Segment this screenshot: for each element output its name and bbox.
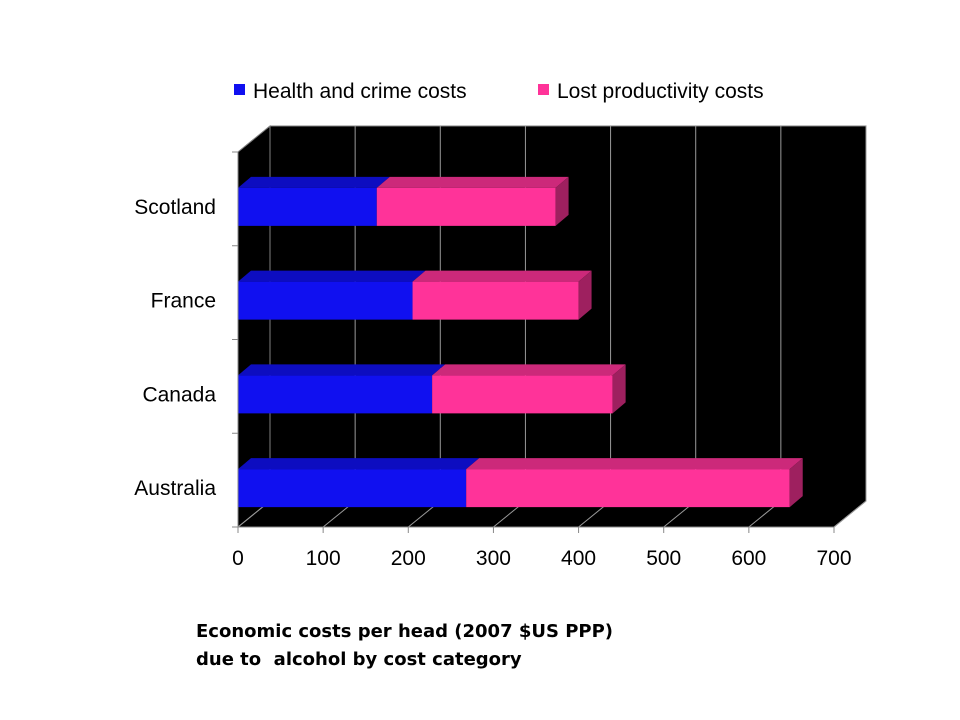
bar-top-lost-productivity-costs-france bbox=[412, 270, 592, 282]
x-tick-label-300: 300 bbox=[476, 547, 511, 570]
bar-top-health-and-crime-costs-scotland bbox=[238, 176, 390, 188]
bar-top-health-and-crime-costs-france bbox=[238, 270, 426, 282]
legend-label-health-and-crime-costs: Health and crime costs bbox=[253, 80, 467, 103]
bar-top-health-and-crime-costs-australia bbox=[238, 458, 480, 470]
bar-side-australia bbox=[789, 458, 803, 508]
floor-gridline bbox=[833, 500, 867, 528]
x-tick-label-700: 700 bbox=[816, 547, 851, 570]
legend: Health and crime costs Lost productivity … bbox=[234, 80, 764, 103]
bar-side-scotland bbox=[555, 176, 569, 226]
bars bbox=[238, 176, 803, 508]
bar-side-canada bbox=[612, 364, 626, 414]
bar-top-health-and-crime-costs-canada bbox=[238, 364, 446, 376]
bar-side-france bbox=[578, 270, 592, 320]
legend-label-lost-productivity-costs: Lost productivity costs bbox=[557, 80, 764, 103]
y-tick-label-australia: Australia bbox=[134, 477, 216, 500]
x-tick-label-200: 200 bbox=[391, 547, 426, 570]
x-tick-label-400: 400 bbox=[561, 547, 596, 570]
bar-lost-productivity-costs-canada bbox=[432, 375, 613, 414]
caption-line-1: Economic costs per head (2007 $US PPP) bbox=[196, 621, 614, 642]
caption-line-2: due to alcohol by cost category bbox=[196, 649, 522, 670]
x-tick-label-0: 0 bbox=[232, 547, 244, 570]
bar-health-and-crime-costs-australia bbox=[238, 469, 467, 508]
bar-health-and-crime-costs-france bbox=[238, 281, 413, 320]
bar-lost-productivity-costs-australia bbox=[466, 469, 790, 508]
y-tick-label-scotland: Scotland bbox=[134, 196, 216, 219]
bar-health-and-crime-costs-canada bbox=[238, 375, 433, 414]
legend-swatch-health-and-crime-costs bbox=[234, 84, 245, 95]
x-axis: 0 100 200 300 400 500 600 700 bbox=[232, 526, 852, 570]
x-tick-label-500: 500 bbox=[646, 547, 681, 570]
bar-lost-productivity-costs-france bbox=[412, 281, 579, 320]
legend-swatch-lost-productivity-costs bbox=[538, 84, 549, 95]
x-tick-label-600: 600 bbox=[731, 547, 766, 570]
y-tick-label-canada: Canada bbox=[142, 383, 216, 406]
bar-top-lost-productivity-costs-canada bbox=[432, 364, 626, 376]
bar-health-and-crime-costs-scotland bbox=[238, 187, 377, 226]
bar-top-lost-productivity-costs-australia bbox=[466, 458, 803, 470]
y-axis: Scotland France Canada Australia bbox=[134, 151, 239, 528]
stacked-bar-chart: Health and crime costs Lost productivity … bbox=[134, 80, 867, 570]
x-tick-label-100: 100 bbox=[306, 547, 341, 570]
bar-lost-productivity-costs-scotland bbox=[376, 187, 556, 226]
y-tick-label-france: France bbox=[151, 290, 216, 313]
chart-caption: Economic costs per head (2007 $US PPP) d… bbox=[196, 618, 796, 674]
bar-top-lost-productivity-costs-scotland bbox=[376, 176, 569, 188]
